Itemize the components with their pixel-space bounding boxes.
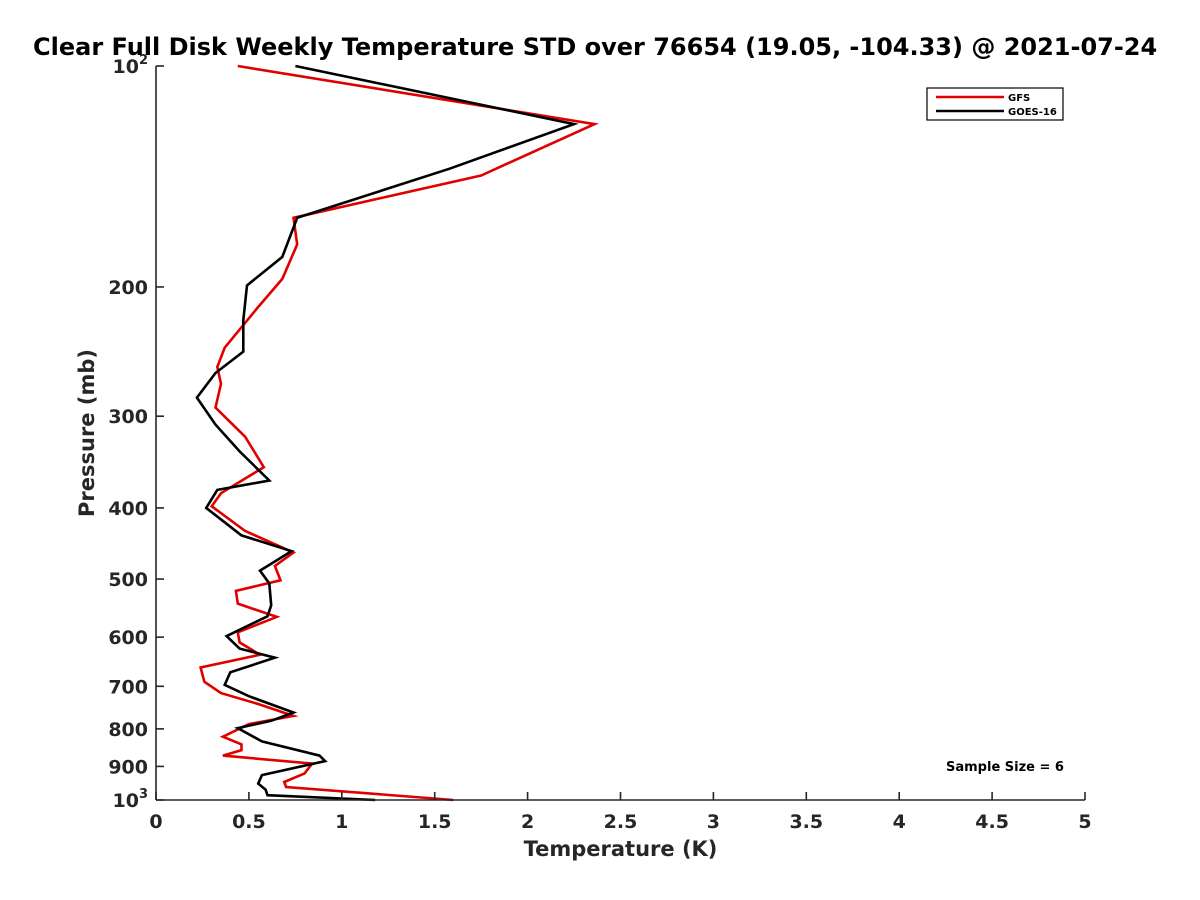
y-tick-label: 600 (108, 627, 148, 649)
x-tick-label: 4 (893, 811, 906, 833)
y-axis-label: Pressure (mb) (75, 349, 99, 517)
y-tick-label: 700 (108, 676, 148, 698)
y-tick-label: 900 (108, 756, 148, 778)
x-tick-label: 3 (707, 811, 720, 833)
y-tick-label: 500 (108, 569, 148, 591)
y-tick-label: 200 (108, 277, 148, 299)
y-tick-label: 300 (108, 406, 148, 428)
sample-size-annotation: Sample Size = 6 (946, 760, 1064, 775)
x-tick-label: 0 (149, 811, 162, 833)
legend-label-gfs: GFS (1008, 93, 1030, 104)
y-ticks: 102 200 300 400 500 600 700 800 900 103 (108, 53, 164, 812)
legend-box (926, 87, 1064, 121)
y-tick-label: 102 (113, 53, 149, 78)
legend-label-goes16: GOES-16 (1008, 107, 1057, 118)
legend: GFS GOES-16 (926, 87, 1064, 121)
x-tick-label: 5 (1078, 811, 1091, 833)
series-line-goes16 (195, 64, 579, 802)
y-tick-label: 103 (113, 787, 149, 812)
y-tick-label: 800 (108, 719, 148, 741)
series-layer (195, 64, 599, 802)
y-tick-label: 400 (108, 498, 148, 520)
x-tick-label: 1.5 (418, 811, 452, 833)
x-tick-label: 2.5 (604, 811, 638, 833)
x-tick-label: 0.5 (232, 811, 266, 833)
x-tick-label: 3.5 (789, 811, 823, 833)
x-tick-label: 2 (521, 811, 534, 833)
series-line-gfs (198, 64, 599, 802)
plot-area (156, 66, 1085, 800)
x-tick-label: 1 (335, 811, 348, 833)
x-tick-label: 4.5 (975, 811, 1009, 833)
x-axis-label: Temperature (K) (524, 837, 718, 861)
x-ticks: 0 0.5 1 1.5 2 2.5 3 3.5 4 4.5 5 (149, 792, 1092, 833)
chart-title: Clear Full Disk Weekly Temperature STD o… (33, 33, 1157, 61)
